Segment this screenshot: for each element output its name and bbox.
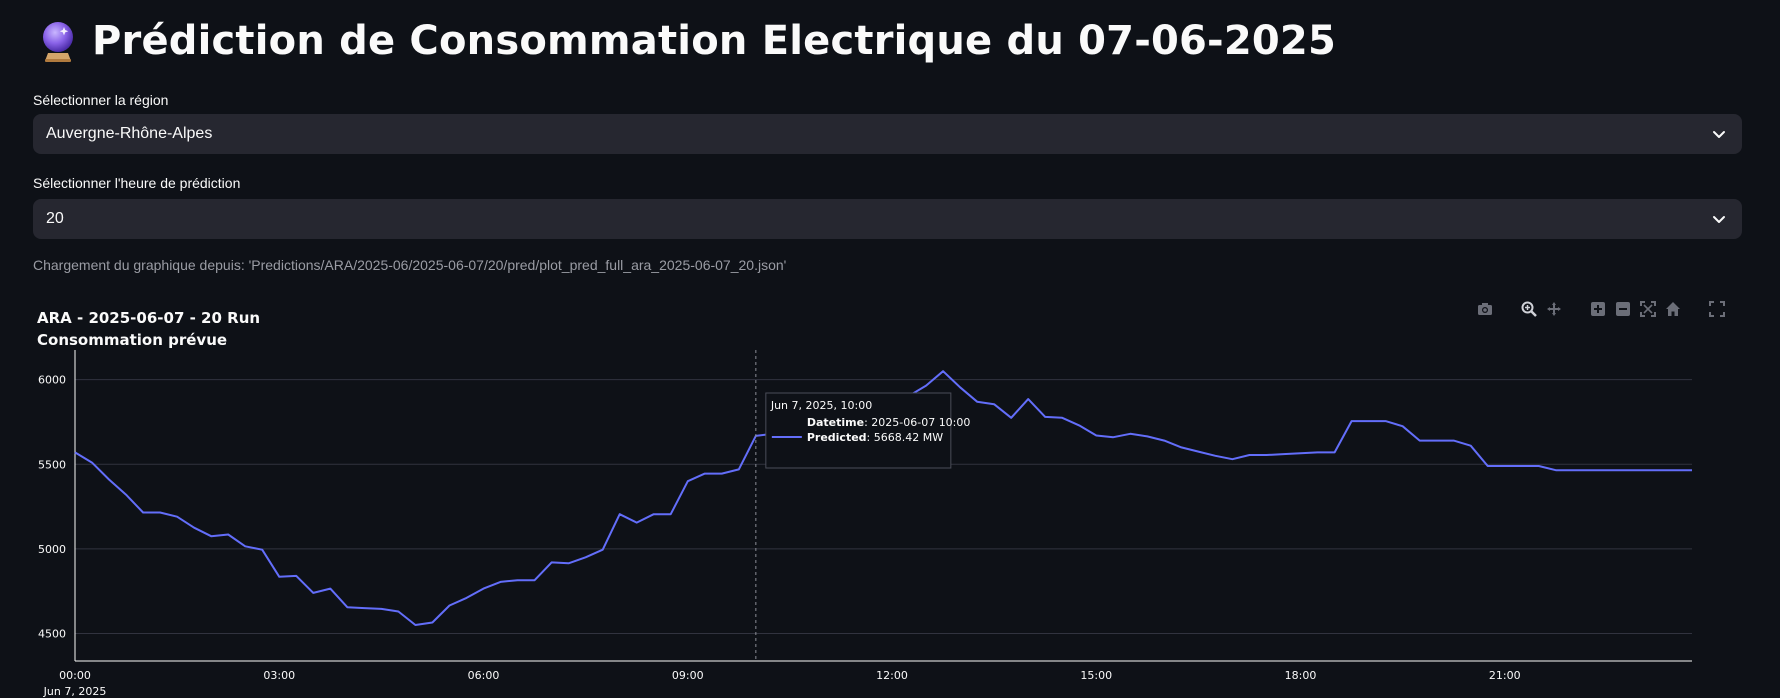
x-tick-label: 00:00 [59, 669, 91, 682]
chart-title: ARA - 2025-06-07 - 20 Run [37, 309, 260, 327]
zoom-in-icon[interactable] [1589, 300, 1607, 318]
hour-select-value: 20 [46, 210, 64, 227]
region-select-label: Sélectionner la région [33, 92, 169, 108]
consumption-line-chart: ARA - 2025-06-07 - 20 Run Consommation p… [37, 309, 1692, 698]
x-date-label: Jun 7, 2025 [43, 685, 107, 698]
hour-select-label: Sélectionner l'heure de prédiction [33, 175, 241, 191]
tooltip-predicted-key: Predicted [807, 431, 867, 444]
tooltip-box [765, 392, 952, 469]
chart-source-caption: Chargement du graphique depuis: 'Predict… [33, 257, 787, 273]
tooltip-predicted-value: : 5668.42 MW [867, 431, 944, 444]
autoscale-icon[interactable] [1639, 300, 1657, 318]
camera-icon[interactable] [1476, 300, 1494, 318]
tooltip-predicted: Predicted: 5668.42 MW [807, 431, 943, 444]
x-tick-label: 12:00 [876, 669, 908, 682]
zoom-out-icon[interactable] [1614, 300, 1632, 318]
axis-layer: 4500 5000 5500 6000 00:00 03:00 06:00 09:00 12:0… [38, 350, 1692, 698]
tooltip-datetime-key: Datetime [807, 416, 864, 429]
region-select[interactable]: Auvergne-Rhône-Alpes [33, 114, 1742, 154]
tooltip-header: Jun 7, 2025, 10:00 [770, 399, 872, 412]
home-icon[interactable] [1664, 300, 1682, 318]
x-tick-label: 03:00 [263, 669, 295, 682]
y-tick-label: 4500 [38, 627, 66, 640]
y-tick-label: 5500 [38, 458, 66, 471]
page-title: Prédiction de Consommation Electrique du… [38, 18, 1336, 64]
x-tick-label: 18:00 [1285, 669, 1317, 682]
x-tick-label: 15:00 [1080, 669, 1112, 682]
pan-icon[interactable] [1545, 300, 1563, 318]
chart-subtitle: Consommation prévue [37, 331, 227, 349]
tooltip-datetime: Datetime: 2025-06-07 10:00 [807, 416, 971, 429]
chart-modebar [1476, 300, 1726, 318]
x-tick-label: 21:00 [1489, 669, 1521, 682]
tooltip-datetime-value: : 2025-06-07 10:00 [864, 416, 970, 429]
y-tick-label: 5000 [38, 543, 66, 556]
x-tick-label: 06:00 [468, 669, 500, 682]
crystal-ball-icon [43, 22, 73, 62]
chevron-down-icon [1713, 131, 1725, 138]
zoom-icon[interactable] [1520, 300, 1538, 318]
hour-select[interactable]: 20 [33, 199, 1742, 239]
x-tick-label: 09:00 [672, 669, 704, 682]
fullscreen-icon[interactable] [1708, 300, 1726, 318]
y-tick-label: 6000 [38, 374, 66, 387]
chevron-down-icon [1713, 216, 1725, 223]
region-select-value: Auvergne-Rhône-Alpes [46, 125, 213, 142]
page-title-text: Prédiction de Consommation Electrique du… [92, 18, 1336, 64]
hover-tooltip: Jun 7, 2025, 10:00 Datetime: 2025-06-07 … [765, 392, 971, 469]
